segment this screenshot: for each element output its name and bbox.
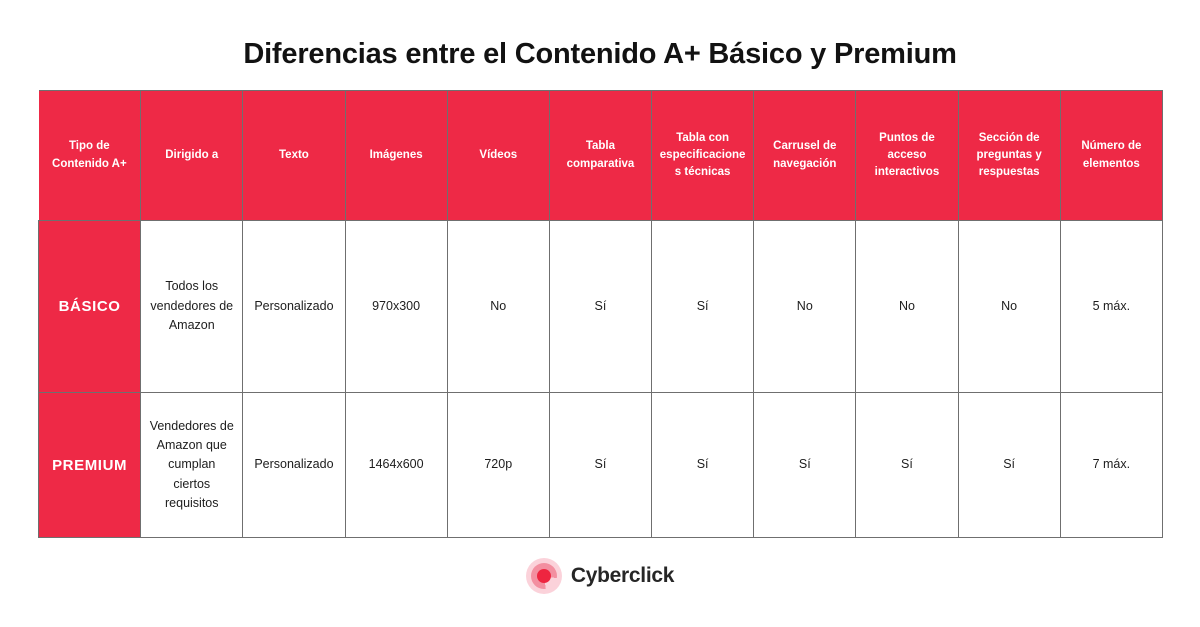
table-row-basico: BÁSICO Todos los vendedores de Amazon Pe…: [37, 220, 1164, 393]
logo-dot-shape: [536, 569, 551, 583]
cell-premium-tabla-comparativa: Sí: [548, 392, 653, 538]
cell-basico-numero-elementos: 5 máx.: [1059, 220, 1164, 393]
cell-basico-tabla-comparativa: Sí: [548, 220, 653, 393]
cell-premium-carrusel: Sí: [753, 392, 857, 538]
cell-premium-videos: 720p: [446, 392, 550, 538]
cell-premium-preguntas: Sí: [957, 392, 1061, 538]
cell-basico-texto: Personalizado: [242, 220, 346, 393]
column-header-videos: Vídeos: [446, 90, 550, 221]
cell-premium-numero-elementos: 7 máx.: [1059, 392, 1164, 538]
cell-basico-carrusel: No: [753, 220, 857, 393]
cyberclick-logo-text: Cyberclick: [570, 564, 675, 587]
column-header-dirigido: Dirigido a: [140, 90, 244, 221]
table-header-row: Tipo de Contenido A+ Dirigido a Texto Im…: [38, 90, 1164, 221]
cell-premium-puntos-acceso: Sí: [855, 392, 959, 538]
cell-premium-dirigido: Vendedores de Amazon que cumplan ciertos…: [140, 392, 244, 538]
cyberclick-logo: Cyberclick: [0, 558, 1200, 594]
cell-premium-texto: Personalizado: [242, 392, 346, 538]
column-header-tipo: Tipo de Contenido A+: [38, 90, 142, 221]
column-header-texto: Texto: [242, 90, 346, 221]
cell-basico-dirigido: Todos los vendedores de Amazon: [140, 220, 244, 393]
column-header-puntos-acceso: Puntos de acceso interactivos: [855, 90, 959, 221]
cell-basico-puntos-acceso: No: [855, 220, 959, 393]
cell-premium-imagenes: 1464x600: [344, 392, 448, 538]
cyberclick-target-icon: [525, 558, 562, 594]
cell-basico-tabla-especificaciones: Sí: [651, 220, 755, 393]
column-header-tabla-comparativa: Tabla comparativa: [548, 90, 653, 221]
column-header-tabla-especificaciones: Tabla con especificaciones técnicas: [651, 90, 755, 221]
cell-basico-preguntas: No: [957, 220, 1061, 393]
column-header-numero-elementos: Número de elementos: [1059, 90, 1164, 221]
column-header-carrusel: Carrusel de navegación: [753, 90, 857, 221]
column-header-imagenes: Imágenes: [344, 90, 448, 221]
comparison-table: Tipo de Contenido A+ Dirigido a Texto Im…: [37, 90, 1164, 538]
column-header-preguntas: Sección de preguntas y respuestas: [957, 90, 1061, 221]
row-label-premium: PREMIUM: [37, 392, 142, 538]
page-title: Diferencias entre el Contenido A+ Básico…: [243, 38, 957, 70]
cell-premium-tabla-especificaciones: Sí: [651, 392, 755, 538]
table-row-premium: PREMIUM Vendedores de Amazon que cumplan…: [37, 392, 1164, 538]
row-label-basico: BÁSICO: [37, 220, 142, 393]
cell-basico-imagenes: 970x300: [344, 220, 448, 393]
cell-basico-videos: No: [446, 220, 550, 393]
